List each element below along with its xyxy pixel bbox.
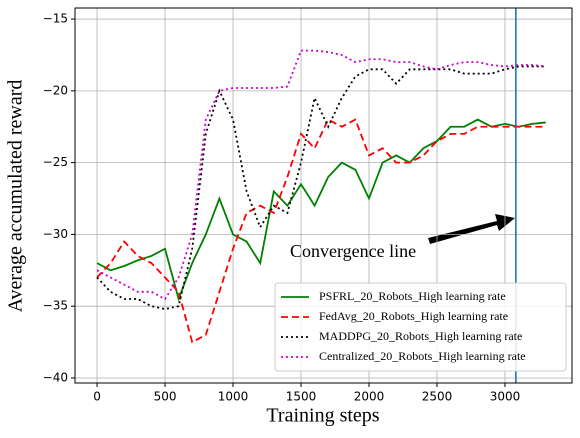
y-axis-label: Average accumulated reward (5, 80, 27, 313)
x-tick-label: 3000 (490, 390, 521, 404)
x-axis-label: Training steps (266, 405, 379, 427)
x-tick-label: 1500 (286, 390, 317, 404)
annotation-arrow (428, 214, 515, 244)
x-tick-label: 2500 (422, 390, 453, 404)
series-line (96, 118, 546, 302)
y-tick-label: −40 (43, 370, 68, 384)
legend-box (274, 282, 567, 372)
y-tick-label: −25 (43, 155, 68, 169)
x-tick-label: 500 (154, 390, 177, 404)
series-line (96, 49, 546, 301)
x-tick-label: 0 (93, 390, 101, 404)
x-tick-label: 2000 (354, 390, 385, 404)
legend-label: MADDPG_20_Robots_High learning rate (319, 329, 522, 343)
legend-label: FedAvg_20_Robots_High learning rate (319, 309, 508, 323)
legend-label: Centralized_20_Robots_High learning rate (319, 349, 526, 363)
plot-frame (74, 7, 573, 384)
y-tick-label: −15 (43, 12, 68, 26)
y-tick-label: −35 (43, 299, 68, 313)
series-line (96, 65, 546, 310)
y-tick-label: −30 (43, 227, 68, 241)
legend: PSFRL_20_Robots_High learning rate FedAvg… (274, 282, 567, 372)
legend-label: PSFRL_20_Robots_High learning rate (319, 289, 506, 303)
y-tick-label: −20 (43, 83, 68, 97)
x-tick-label: 1000 (218, 390, 249, 404)
series-line (96, 118, 546, 344)
annotation: Convergence line (290, 241, 416, 261)
